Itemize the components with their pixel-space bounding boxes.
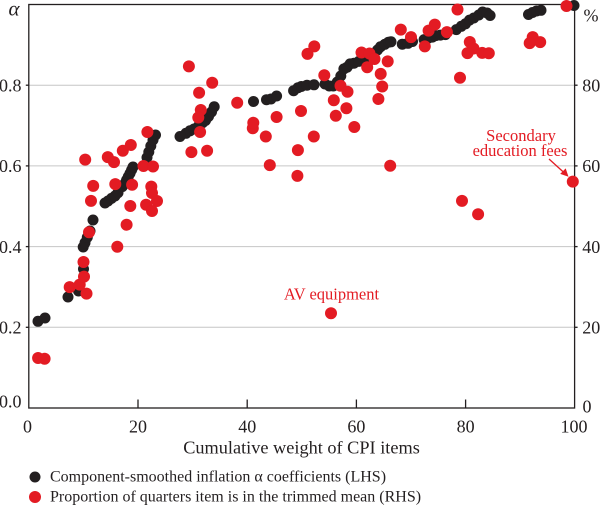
svg-text:Secondary: Secondary <box>486 126 556 145</box>
svg-text:60: 60 <box>347 417 365 437</box>
svg-text:80: 80 <box>457 417 475 437</box>
svg-text:80: 80 <box>582 76 600 96</box>
svg-text:60: 60 <box>582 156 600 176</box>
svg-text:0: 0 <box>23 417 32 437</box>
svg-text:Component-smoothed inflation α: Component-smoothed inflation α coefficie… <box>50 469 386 486</box>
svg-text:20: 20 <box>129 417 147 437</box>
svg-text:100: 100 <box>561 417 588 437</box>
svg-text:%: % <box>584 5 599 25</box>
svg-text:0.0: 0.0 <box>0 392 22 412</box>
svg-text:0.8: 0.8 <box>0 76 22 96</box>
svg-text:0: 0 <box>583 397 592 417</box>
svg-text:20: 20 <box>582 318 600 338</box>
svg-text:Proportion of quarters item is: Proportion of quarters item is in the tr… <box>50 489 421 506</box>
svg-text:0.2: 0.2 <box>0 318 22 338</box>
svg-text:α: α <box>9 0 21 21</box>
svg-text:AV equipment: AV equipment <box>284 285 380 304</box>
svg-text:Cumulative weight of CPI items: Cumulative weight of CPI items <box>183 438 420 458</box>
svg-text:0.6: 0.6 <box>0 156 22 176</box>
svg-text:40: 40 <box>582 237 600 257</box>
svg-text:40: 40 <box>238 417 256 437</box>
svg-text:education fees: education fees <box>473 141 568 160</box>
svg-text:0.4: 0.4 <box>0 237 22 257</box>
